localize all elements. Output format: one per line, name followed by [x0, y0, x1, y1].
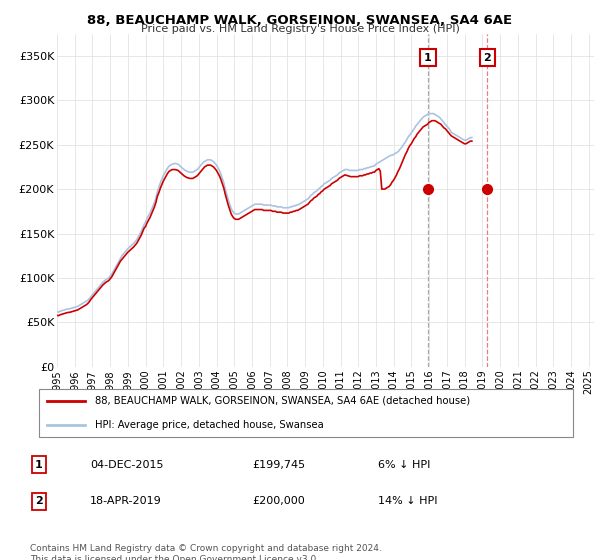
Text: 88, BEAUCHAMP WALK, GORSEINON, SWANSEA, SA4 6AE (detached house): 88, BEAUCHAMP WALK, GORSEINON, SWANSEA, …: [95, 396, 470, 406]
Text: 1: 1: [424, 53, 431, 63]
Text: Price paid vs. HM Land Registry's House Price Index (HPI): Price paid vs. HM Land Registry's House …: [140, 24, 460, 34]
Text: £199,745: £199,745: [252, 460, 305, 470]
Text: 88, BEAUCHAMP WALK, GORSEINON, SWANSEA, SA4 6AE: 88, BEAUCHAMP WALK, GORSEINON, SWANSEA, …: [88, 14, 512, 27]
FancyBboxPatch shape: [39, 389, 574, 437]
Text: 2: 2: [35, 496, 43, 506]
Text: 1: 1: [35, 460, 43, 470]
Text: £200,000: £200,000: [252, 496, 305, 506]
Text: 04-DEC-2015: 04-DEC-2015: [90, 460, 163, 470]
Text: Contains HM Land Registry data © Crown copyright and database right 2024.
This d: Contains HM Land Registry data © Crown c…: [30, 544, 382, 560]
Text: HPI: Average price, detached house, Swansea: HPI: Average price, detached house, Swan…: [95, 420, 324, 430]
Text: 6% ↓ HPI: 6% ↓ HPI: [378, 460, 430, 470]
Text: 2: 2: [484, 53, 491, 63]
Text: 18-APR-2019: 18-APR-2019: [90, 496, 162, 506]
Text: 14% ↓ HPI: 14% ↓ HPI: [378, 496, 437, 506]
